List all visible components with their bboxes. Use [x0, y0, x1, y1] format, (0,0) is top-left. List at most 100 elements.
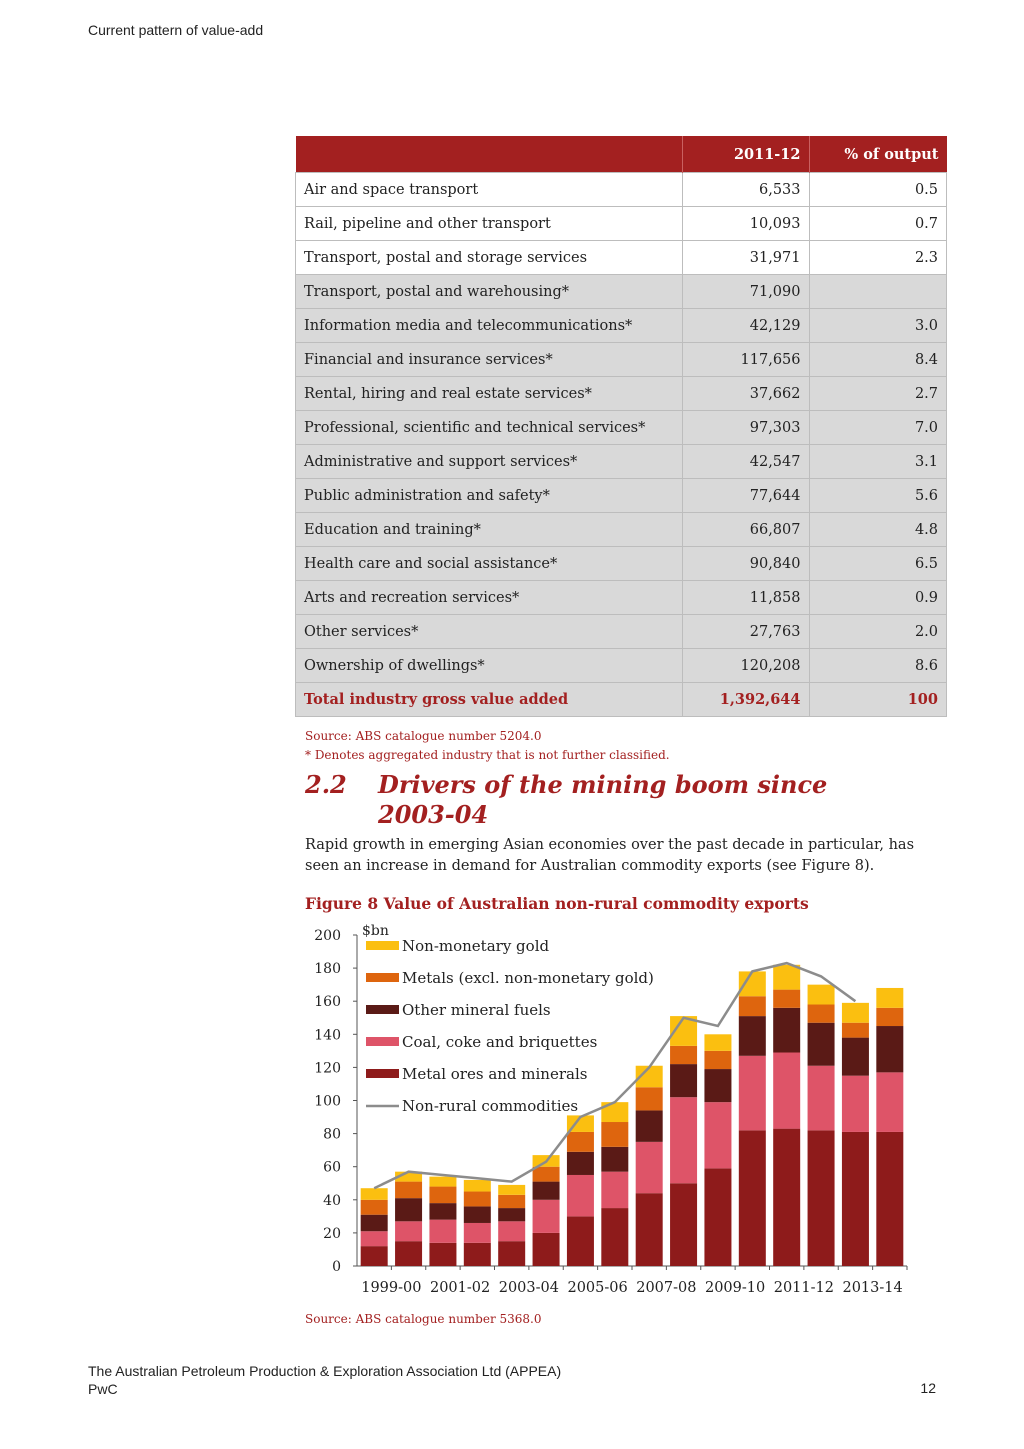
x-tick-label: 2011-12	[774, 1280, 834, 1296]
x-tick-label: 2013-14	[842, 1280, 902, 1296]
legend-swatch	[366, 941, 399, 950]
x-tick-label: 2003-04	[499, 1280, 559, 1296]
bar-segment	[670, 1097, 698, 1184]
industry-cell: Rental, hiring and real estate services*	[295, 376, 683, 411]
pct-cell: 0.9	[808, 580, 947, 615]
industry-cell: Financial and insurance services*	[295, 342, 683, 377]
pct-cell: 7.0	[808, 410, 947, 445]
legend-swatch	[366, 1005, 399, 1014]
bar-segment	[566, 1115, 594, 1132]
bar-segment	[498, 1221, 526, 1242]
industry-cell: Professional, scientific and technical s…	[295, 410, 683, 445]
bar-segment	[841, 1075, 869, 1132]
legend-label: Non-monetary gold	[402, 937, 549, 955]
industry-cell: Education and training*	[295, 512, 683, 547]
bar-segment	[463, 1191, 491, 1207]
bar-segment	[876, 1026, 904, 1073]
legend-label: Coal, coke and briquettes	[402, 1033, 597, 1051]
bar-segment	[704, 1034, 732, 1051]
bar-segment	[876, 1131, 904, 1266]
table-row: Rental, hiring and real estate services*…	[295, 376, 947, 411]
bar-segment	[360, 1188, 388, 1200]
bar-segment	[532, 1181, 560, 1200]
bar-segment	[807, 1130, 835, 1266]
bar-segment	[498, 1241, 526, 1266]
bar-segment	[566, 1151, 594, 1175]
value-cell: 42,129	[681, 308, 810, 343]
value-cell: 11,858	[681, 580, 810, 615]
bar-segment	[566, 1131, 594, 1152]
pct-cell: 6.5	[808, 546, 947, 581]
table-row: Professional, scientific and technical s…	[295, 410, 947, 445]
bar-segment	[463, 1206, 491, 1223]
industry-cell: Total industry gross value added	[295, 682, 683, 717]
value-cell: 6,533	[681, 172, 810, 207]
pct-cell: 100	[808, 682, 947, 717]
bar-segment	[704, 1050, 732, 1070]
bar-segment	[807, 1065, 835, 1131]
value-cell: 120,208	[681, 648, 810, 683]
bar-segment	[704, 1069, 732, 1103]
value-cell: 37,662	[681, 376, 810, 411]
bar-segment	[773, 989, 801, 1008]
bar-segment	[807, 1022, 835, 1066]
x-tick-label: 2005-06	[567, 1280, 627, 1296]
bar-segment	[876, 1007, 904, 1027]
bar-segment	[773, 964, 801, 990]
legend-swatch	[366, 1037, 399, 1046]
table-row: Transport, postal and warehousing* 71,090	[295, 274, 947, 309]
section-number: 2.2	[305, 770, 347, 799]
bar-segment	[601, 1171, 629, 1209]
bar-segment	[704, 1102, 732, 1169]
value-cell: 27,763	[681, 614, 810, 649]
value-cell: 31,971	[681, 240, 810, 275]
column-header-2011-12: 2011-12	[682, 136, 810, 173]
legend-label: Non-rural commodities	[402, 1097, 578, 1115]
bar-segment	[395, 1181, 423, 1199]
table-row: Information media and telecommunications…	[295, 308, 947, 343]
y-tick-label: 200	[314, 928, 341, 944]
bar-segment	[463, 1242, 491, 1266]
pct-cell: 5.6	[808, 478, 947, 513]
legend-swatch	[366, 973, 399, 982]
industry-value-table: 2011-12 % of output Air and space transp…	[295, 136, 947, 717]
table-footnote: * Denotes aggregated industry that is no…	[305, 748, 670, 762]
bar-segment	[738, 996, 766, 1017]
figure-source: Source: ABS catalogue number 5368.0	[305, 1312, 542, 1326]
bar-segment	[670, 1064, 698, 1098]
bar-segment	[841, 1002, 869, 1023]
y-tick-label: 180	[314, 961, 341, 977]
bar-segment	[635, 1141, 663, 1194]
table-row: Total industry gross value added 1,392,64…	[295, 682, 947, 717]
industry-cell: Health care and social assistance*	[295, 546, 683, 581]
bar-segment	[566, 1216, 594, 1266]
bar-segment	[773, 1052, 801, 1129]
bar-segment	[429, 1242, 457, 1266]
x-tick-label: 2007-08	[636, 1280, 696, 1296]
industry-cell: Ownership of dwellings*	[295, 648, 683, 683]
footer-line-1: The Australian Petroleum Production & Ex…	[88, 1363, 562, 1379]
table-row: Education and training* 66,807 4.8	[295, 512, 947, 547]
table-row: Arts and recreation services* 11,858 0.9	[295, 580, 947, 615]
table-row: Transport, postal and storage services 31…	[295, 240, 947, 275]
bar-segment	[635, 1065, 663, 1088]
column-header-pct-output: % of output	[809, 136, 947, 173]
figure-title: Figure 8 Value of Australian non-rural c…	[305, 894, 809, 913]
y-tick-label: 20	[323, 1226, 341, 1242]
bar-segment	[738, 1130, 766, 1266]
bar-segment	[601, 1146, 629, 1172]
bar-segment	[463, 1222, 491, 1243]
industry-cell: Other services*	[295, 614, 683, 649]
table-row: Rail, pipeline and other transport 10,093…	[295, 206, 947, 241]
bar-segment	[635, 1110, 663, 1142]
y-axis-unit-label: $bn	[362, 923, 389, 939]
bar-segment	[601, 1208, 629, 1266]
bar-segment	[360, 1231, 388, 1247]
table-row: Health care and social assistance* 90,840…	[295, 546, 947, 581]
bar-segment	[876, 1072, 904, 1132]
bar-segment	[360, 1199, 388, 1215]
bar-segment	[876, 987, 904, 1008]
section-paragraph: Rapid growth in emerging Asian economies…	[305, 837, 915, 874]
running-header: Current pattern of value-add	[88, 22, 264, 38]
industry-cell: Public administration and safety*	[295, 478, 683, 513]
